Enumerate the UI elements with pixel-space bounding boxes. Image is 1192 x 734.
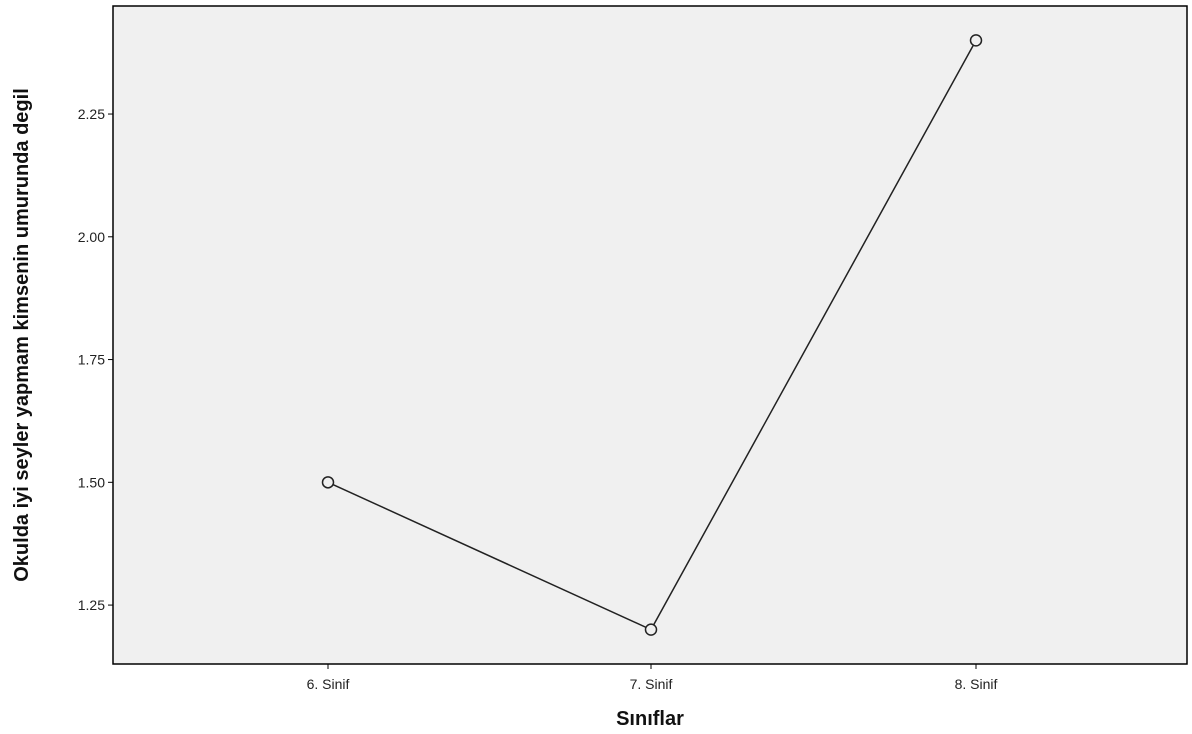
x-axis-title: Sınıflar bbox=[616, 708, 684, 730]
y-tick-label: 1.25 bbox=[78, 597, 105, 613]
data-point bbox=[969, 34, 983, 47]
x-axis-ticks: 6. Sinif 7. Sinif 8. Sinif bbox=[307, 664, 998, 692]
y-axis-ticks: 1.25 1.50 1.75 2.00 2.25 bbox=[78, 106, 113, 613]
y-tick-label: 1.50 bbox=[78, 474, 105, 490]
y-tick-label: 1.75 bbox=[78, 352, 105, 368]
data-point bbox=[321, 476, 335, 489]
plot-area bbox=[112, 5, 1188, 665]
x-tick-label: 7. Sinif bbox=[630, 676, 673, 692]
data-point bbox=[644, 623, 658, 636]
x-tick-label: 6. Sinif bbox=[307, 676, 350, 692]
x-tick-label: 8. Sinif bbox=[955, 676, 998, 692]
series-points bbox=[321, 34, 983, 636]
y-axis-title: Okulda iyi seyler yapmam kimsenin umurun… bbox=[11, 88, 33, 582]
y-tick-label: 2.25 bbox=[78, 106, 105, 122]
y-tick-label: 2.00 bbox=[78, 229, 105, 245]
